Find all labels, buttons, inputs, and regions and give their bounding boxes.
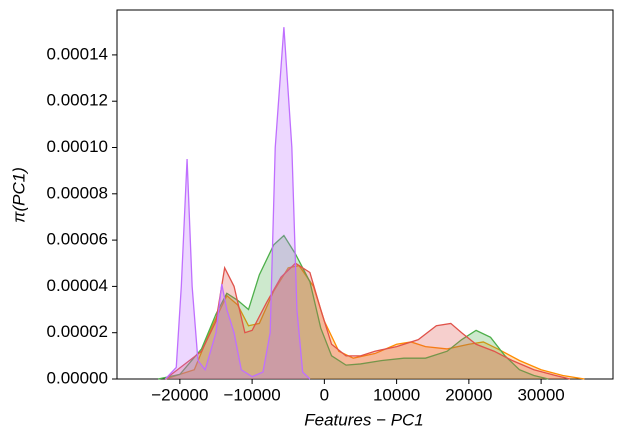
density-line	[165, 262, 571, 380]
area-fill	[165, 265, 585, 379]
y-axis-label: π(PC1)	[9, 167, 28, 223]
y-tick-label: 0.00008	[47, 183, 108, 202]
y-tick-label: 0.00010	[47, 137, 108, 156]
density-line	[164, 27, 311, 380]
y-tick-label: 0.00006	[47, 230, 108, 249]
area-fill	[158, 235, 549, 379]
x-tick-label: 30000	[517, 385, 564, 404]
x-tick-label: 20000	[445, 385, 492, 404]
x-tick-label: −10000	[224, 385, 281, 404]
density-line	[158, 234, 549, 380]
y-tick-label: 0.00012	[47, 91, 108, 110]
x-tick-label: −20000	[151, 385, 208, 404]
area-fill	[165, 27, 310, 379]
x-axis-label: Features − PC1	[304, 410, 424, 429]
y-tick-label: 0.00004	[47, 276, 108, 295]
y-tick-label: 0.00000	[47, 368, 108, 387]
plot-frame	[116, 9, 614, 380]
y-tick-label: 0.00014	[47, 44, 108, 63]
x-tick-label: 0	[320, 385, 329, 404]
y-tick-label: 0.00002	[47, 322, 108, 341]
x-tick-label: 10000	[373, 385, 420, 404]
